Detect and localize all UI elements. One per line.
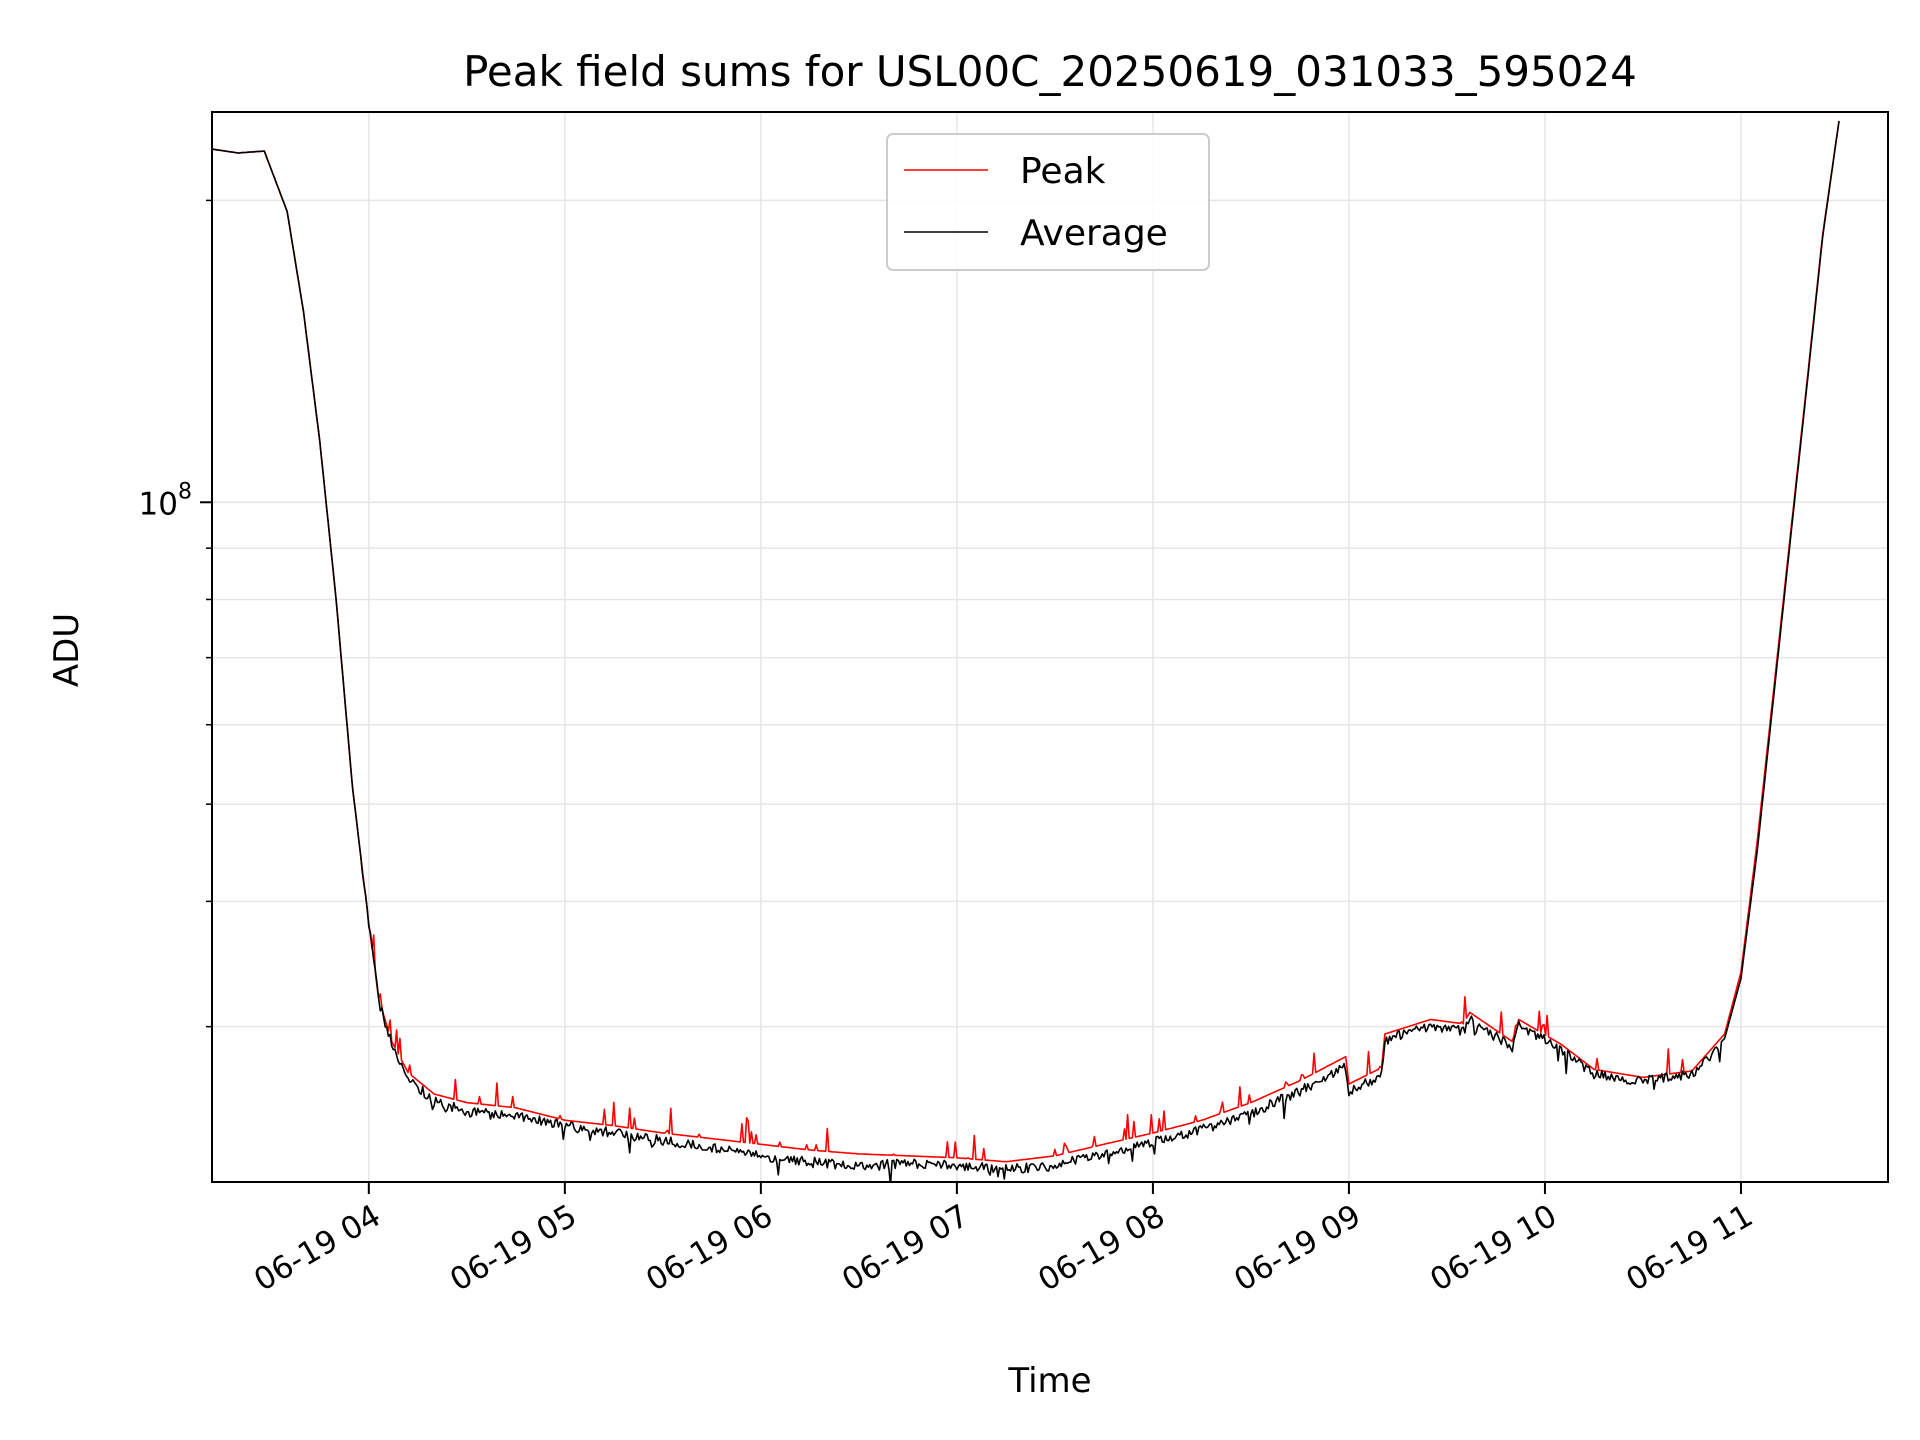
x-tick-label: 06-19 11	[1620, 1198, 1759, 1299]
series-layer	[212, 120, 1840, 1182]
x-axis-label: Time	[1007, 1361, 1091, 1401]
grid	[212, 112, 1888, 1182]
x-tick-label: 06-19 09	[1228, 1198, 1367, 1299]
x-tick-label: 06-19 05	[444, 1198, 583, 1299]
x-tick-label: 06-19 10	[1424, 1198, 1563, 1299]
plot-frame	[211, 111, 1889, 1183]
legend: Peak Average	[886, 133, 1210, 271]
legend-label-peak: Peak	[1020, 151, 1106, 192]
x-tick-label: 06-19 04	[248, 1198, 387, 1299]
y-axis-label: ADU	[47, 613, 87, 687]
series-line-peak	[212, 120, 1840, 1163]
x-tick-label: 06-19 08	[1032, 1198, 1171, 1299]
y-axis: 108	[139, 199, 212, 1028]
x-axis: 06-19 04 06-19 05 06-19 06 06-19 07 06-19 08…	[248, 1182, 1759, 1299]
legend-label-average: Average	[1020, 213, 1168, 254]
x-tick-label: 06-19 07	[836, 1198, 975, 1299]
chart-title: Peak field sums for USL00C_20250619_0310…	[463, 47, 1637, 96]
y-tick-exponent: 8	[178, 479, 192, 504]
y-tick-base: 10	[139, 486, 178, 522]
x-tick-label: 06-19 06	[640, 1198, 779, 1299]
y-tick-label: 108	[139, 479, 192, 522]
series-line-average	[212, 120, 1840, 1182]
legend-box	[886, 133, 1210, 271]
